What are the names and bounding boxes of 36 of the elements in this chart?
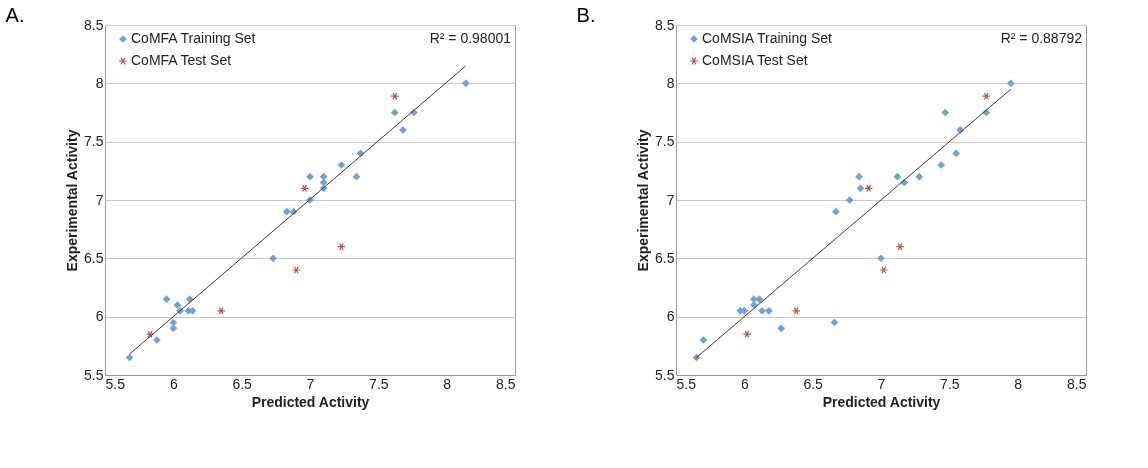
- y-tick-label: 6: [95, 308, 104, 325]
- annotation: R² = 0.88792: [1000, 30, 1083, 46]
- x-tick-label: 8: [443, 375, 452, 392]
- y-tick-label: 6: [666, 308, 675, 325]
- y-tick-label: 7.5: [84, 133, 104, 150]
- x-tick-label: 7: [306, 375, 315, 392]
- y-tick-label: 8.5: [655, 16, 675, 33]
- x-tick-label: 7: [877, 375, 886, 392]
- chart-title: B.: [576, 4, 596, 26]
- x-axis-title: Predicted Activity: [822, 393, 941, 410]
- x-tick-label: 7.5: [940, 375, 960, 392]
- x-tick-label: 6.5: [232, 375, 253, 392]
- x-tick-label: 8.5: [1067, 375, 1087, 392]
- x-tick-label: 8.5: [496, 375, 516, 392]
- y-tick-label: 8: [666, 74, 675, 91]
- legend-label: CoMFA Test Set: [131, 52, 232, 68]
- x-tick-label: 7.5: [369, 375, 389, 392]
- legend-label: CoMSIA Test Set: [702, 52, 808, 68]
- x-tick-label: 8: [1014, 375, 1023, 392]
- y-tick-label: 7.5: [655, 133, 675, 150]
- x-tick-label: 6: [740, 375, 749, 392]
- legend-label: CoMSIA Training Set: [702, 30, 833, 46]
- y-tick-label: 6.5: [84, 249, 104, 266]
- y-tick-label: 7: [95, 191, 104, 208]
- y-tick-label: 6.5: [655, 249, 675, 266]
- y-tick-label: 7: [666, 191, 675, 208]
- y-axis-title: Experimental Activity: [635, 129, 652, 272]
- x-axis-title: Predicted Activity: [251, 393, 370, 410]
- x-tick-label: 6.5: [803, 375, 824, 392]
- y-tick-label: 8.5: [84, 16, 104, 33]
- legend-label: CoMFA Training Set: [131, 30, 256, 46]
- y-axis-title: Experimental Activity: [64, 129, 81, 272]
- y-tick-label: 8: [95, 74, 104, 91]
- annotation: R² = 0.98001: [429, 30, 512, 46]
- x-tick-label: 6: [169, 375, 178, 392]
- chart-title: A.: [5, 4, 25, 26]
